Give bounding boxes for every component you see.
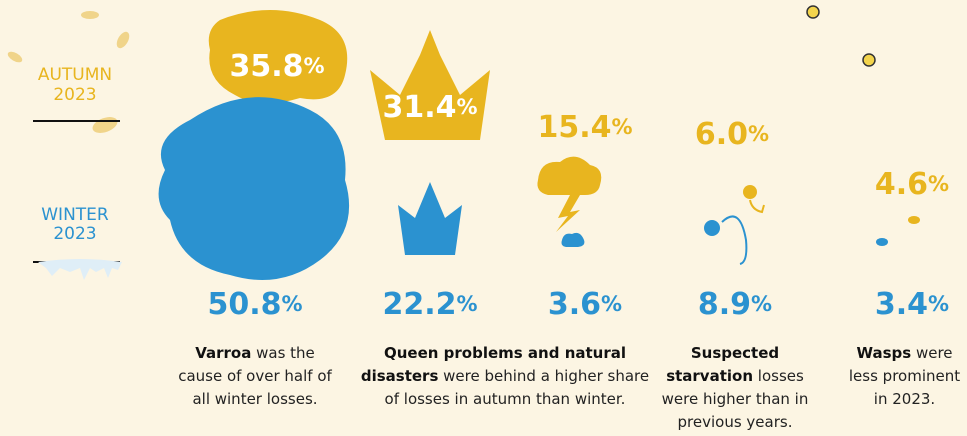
caption: Varroa was the cause of over half of all… (175, 342, 335, 411)
legend-autumn: AUTUMN (38, 65, 112, 85)
winter-stem (721, 215, 748, 265)
legend-winter-year: 2023 (53, 224, 96, 244)
autumn-percent: 4.6% (875, 167, 949, 202)
autumn-crown (370, 30, 490, 140)
caption-bold: Wasps (856, 344, 912, 362)
winter-percent: 3.6% (548, 287, 622, 322)
autumn-percent: 15.4% (537, 110, 632, 145)
bee (806, 5, 820, 19)
autumn-percent: 6.0% (695, 117, 769, 152)
autumn-percent: 35.8% (229, 49, 324, 84)
autumn-wasp (908, 216, 920, 224)
caption: Queen problems and natural disasters wer… (355, 342, 655, 411)
winter-percent: 8.9% (698, 287, 772, 322)
leaf (81, 11, 99, 19)
winter-blob (158, 97, 350, 280)
winter-percent: 3.4% (875, 287, 949, 322)
leaf (116, 31, 130, 49)
winter-flower (704, 220, 720, 236)
autumn-cloud (537, 156, 602, 195)
winter-cloud (561, 232, 585, 247)
autumn-flower (743, 185, 757, 199)
caption-text: were less prominent in 2023. (848, 344, 961, 408)
caption-text: losses were higher than in previous year… (661, 367, 809, 431)
bee (862, 53, 876, 67)
autumn-stem (749, 199, 765, 214)
leaf (92, 117, 118, 133)
caption: Wasps were less prominent in 2023. (842, 342, 967, 411)
caption-bold: Suspected starvation (666, 344, 780, 385)
legend-autumn-year: 2023 (53, 85, 96, 105)
legend-winter: WINTER (41, 205, 109, 225)
caption-bold: Varroa (195, 344, 252, 362)
leaf (7, 51, 23, 63)
icicle (38, 259, 122, 280)
autumn-blob (208, 10, 348, 104)
caption: Suspected starvation losses were higher … (650, 342, 820, 434)
winter-crown (398, 182, 462, 255)
autumn-bolt (556, 195, 580, 232)
winter-wasp (876, 238, 888, 246)
autumn-percent: 31.4% (382, 90, 477, 125)
winter-percent: 22.2% (382, 287, 477, 322)
caption-bold: Queen problems and natural disasters (360, 344, 627, 385)
winter-percent: 50.8% (207, 287, 302, 322)
caption-text: was the cause of over half of all winter… (178, 344, 332, 408)
caption-text: were behind a higher share of losses in … (384, 367, 650, 408)
